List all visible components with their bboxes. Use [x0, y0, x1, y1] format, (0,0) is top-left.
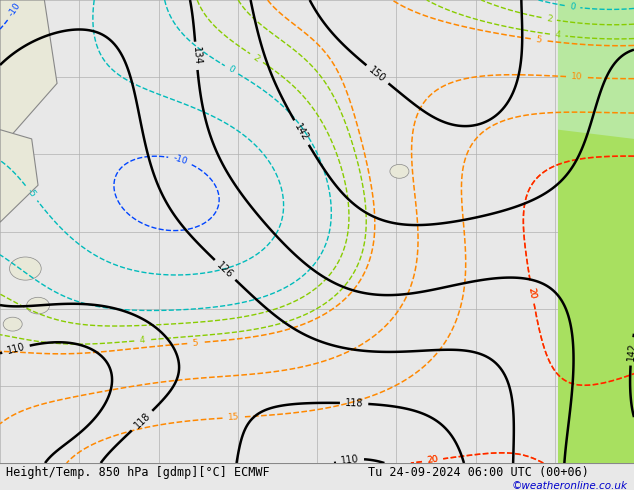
Text: ©weatheronline.co.uk: ©weatheronline.co.uk	[512, 481, 628, 490]
Text: 20: 20	[426, 455, 439, 466]
Text: 118: 118	[132, 411, 152, 431]
FancyBboxPatch shape	[558, 0, 634, 463]
Point	[0, 459, 5, 467]
Polygon shape	[0, 0, 57, 148]
Text: 110: 110	[340, 454, 359, 465]
Text: 4: 4	[554, 30, 561, 40]
Text: 5: 5	[192, 338, 198, 347]
Text: 142: 142	[626, 342, 634, 361]
Text: 20: 20	[527, 287, 538, 299]
Text: 2: 2	[546, 14, 553, 24]
Text: 134: 134	[190, 46, 202, 66]
Text: 126: 126	[215, 260, 235, 280]
Text: 0: 0	[227, 65, 236, 75]
Text: -5: -5	[25, 187, 38, 199]
Text: 0: 0	[569, 2, 576, 12]
Text: 4: 4	[139, 336, 145, 345]
Text: 10: 10	[571, 73, 583, 82]
Text: 20: 20	[426, 455, 439, 466]
Circle shape	[390, 164, 409, 178]
Circle shape	[27, 297, 49, 314]
Text: 150: 150	[367, 65, 388, 84]
Text: 110: 110	[6, 342, 26, 356]
Text: -10: -10	[7, 1, 23, 19]
Polygon shape	[0, 130, 38, 222]
Text: Tu 24-09-2024 06:00 UTC (00+06): Tu 24-09-2024 06:00 UTC (00+06)	[368, 466, 588, 479]
Point	[0, 459, 5, 467]
Text: Height/Temp. 850 hPa [gdmp][°C] ECMWF: Height/Temp. 850 hPa [gdmp][°C] ECMWF	[6, 466, 270, 479]
Text: 5: 5	[535, 35, 542, 45]
Text: 118: 118	[345, 398, 363, 409]
Text: -10: -10	[172, 154, 189, 167]
Text: 2: 2	[252, 53, 261, 63]
Polygon shape	[558, 0, 634, 139]
Circle shape	[3, 317, 22, 331]
Text: 20: 20	[527, 287, 538, 299]
Text: 15: 15	[227, 413, 239, 422]
Text: 142: 142	[292, 122, 311, 143]
Circle shape	[10, 257, 41, 280]
